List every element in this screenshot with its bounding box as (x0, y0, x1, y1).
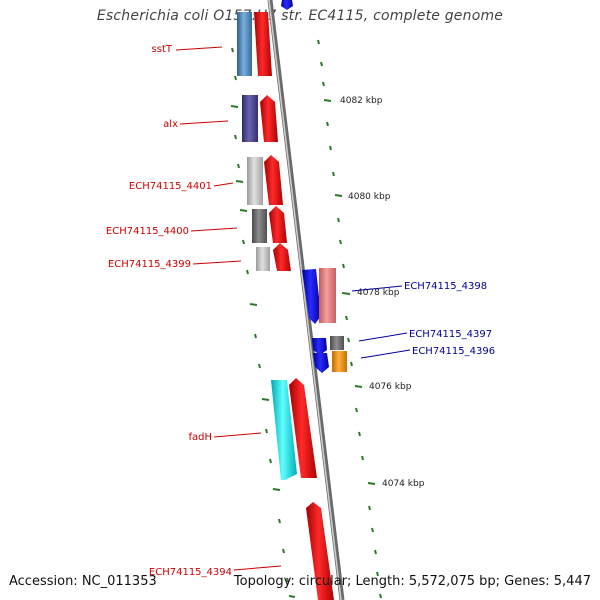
label-ECH74115-4399[interactable]: ECH74115_4399 (108, 259, 191, 270)
genome-title: Escherichia coli O157:H7 str. EC4115, co… (96, 8, 504, 24)
gene-fadH-homolog[interactable] (271, 380, 297, 480)
label-ECH74115-4394[interactable]: ECH74115_4394 (149, 567, 232, 578)
gene-alx-homolog[interactable] (242, 95, 258, 142)
gene-ECH74115-4399[interactable] (273, 243, 291, 271)
gene-4396-homolog[interactable] (332, 351, 347, 372)
gene-4400-homolog[interactable] (252, 209, 267, 243)
gene-sstT[interactable] (254, 12, 272, 76)
right-dash-guide (317, 39, 382, 599)
label-ECH74115-4400[interactable]: ECH74115_4400 (106, 226, 189, 237)
right-labels: ECH74115_4398 ECH74115_4397 ECH74115_439… (351, 281, 495, 359)
accession-label: Accession: NC_011353 (9, 574, 157, 589)
label-fadH[interactable]: fadH (188, 432, 212, 443)
topology-label: Topology: circular; Length: 5,572,075 bp… (233, 574, 591, 589)
tick-label-4082: 4082 kbp (340, 96, 383, 106)
gene-ECH74115-4394[interactable] (306, 502, 334, 600)
label-alx[interactable]: alx (163, 119, 178, 130)
gene-ECH74115-4396[interactable] (313, 353, 329, 373)
gene-ECH74115-4401[interactable] (264, 155, 283, 205)
gene-4397-homolog[interactable] (330, 336, 344, 350)
gene-top-partial[interactable] (281, 0, 293, 10)
label-sstT[interactable]: sstT (152, 44, 173, 55)
tick-label-4078: 4078 kbp (357, 288, 400, 298)
left-dash-guide (230, 47, 296, 598)
label-ECH74115-4396[interactable]: ECH74115_4396 (412, 346, 495, 357)
gene-ECH74115-4400[interactable] (269, 206, 287, 243)
label-ECH74115-4398[interactable]: ECH74115_4398 (404, 281, 487, 292)
gene-alx[interactable] (260, 95, 278, 142)
gene-ECH74115-4397[interactable] (312, 338, 327, 355)
gene-4398-homolog[interactable] (319, 268, 336, 323)
genome-backbone (267, 0, 345, 600)
gene-sstT-homolog[interactable] (237, 12, 252, 76)
tick-label-4076: 4076 kbp (369, 382, 412, 392)
gene-ECH74115-4398[interactable] (302, 269, 321, 324)
gene-fadH[interactable] (289, 378, 317, 478)
left-labels: sstT alx ECH74115_4401 ECH74115_4400 ECH… (106, 44, 282, 578)
label-ECH74115-4397[interactable]: ECH74115_4397 (409, 329, 492, 340)
gene-4399-homolog[interactable] (256, 247, 270, 271)
genome-backbone-highlight (268, 0, 342, 600)
tick-label-4074: 4074 kbp (382, 479, 425, 489)
label-ECH74115-4401[interactable]: ECH74115_4401 (129, 181, 212, 192)
tick-label-4080: 4080 kbp (348, 192, 391, 202)
gene-4401-homolog[interactable] (247, 157, 263, 205)
